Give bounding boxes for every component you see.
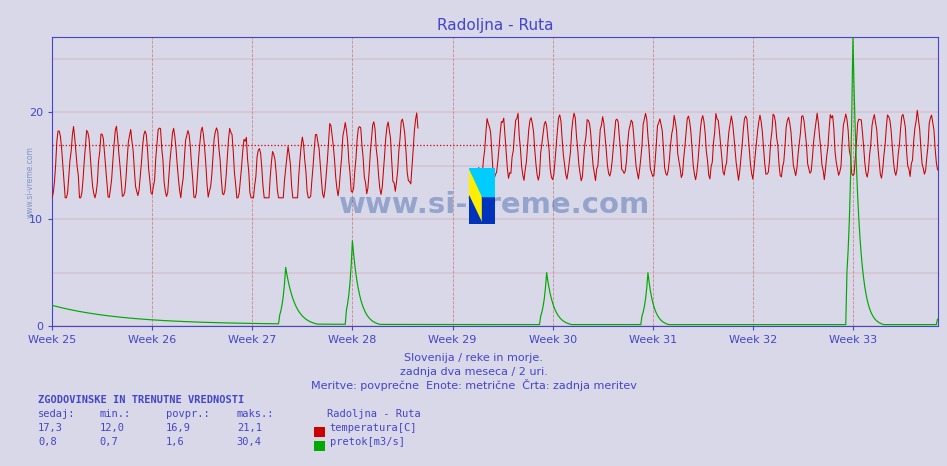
- Bar: [482, 196, 495, 224]
- Text: 16,9: 16,9: [166, 423, 190, 433]
- Text: 21,1: 21,1: [237, 423, 261, 433]
- Text: maks.:: maks.:: [237, 409, 275, 419]
- Polygon shape: [469, 196, 482, 224]
- Text: ZGODOVINSKE IN TRENUTNE VREDNOSTI: ZGODOVINSKE IN TRENUTNE VREDNOSTI: [38, 395, 244, 405]
- Text: pretok[m3/s]: pretok[m3/s]: [330, 437, 404, 447]
- Text: Meritve: povprečne  Enote: metrične  Črta: zadnja meritev: Meritve: povprečne Enote: metrične Črta:…: [311, 379, 636, 391]
- Bar: [469, 168, 482, 224]
- Text: www.si-vreme.com: www.si-vreme.com: [339, 191, 651, 219]
- Text: povpr.:: povpr.:: [166, 409, 209, 419]
- Text: sedaj:: sedaj:: [38, 409, 76, 419]
- Text: www.si-vreme.com: www.si-vreme.com: [26, 146, 34, 218]
- Text: temperatura[C]: temperatura[C]: [330, 423, 417, 433]
- Text: Slovenija / reke in morje.: Slovenija / reke in morje.: [404, 353, 543, 363]
- Text: Radoljna - Ruta: Radoljna - Ruta: [327, 409, 420, 419]
- Text: min.:: min.:: [99, 409, 131, 419]
- Text: 1,6: 1,6: [166, 437, 185, 447]
- Text: 12,0: 12,0: [99, 423, 124, 433]
- Text: 0,8: 0,8: [38, 437, 57, 447]
- Text: 0,7: 0,7: [99, 437, 118, 447]
- Text: zadnja dva meseca / 2 uri.: zadnja dva meseca / 2 uri.: [400, 367, 547, 377]
- Text: 17,3: 17,3: [38, 423, 63, 433]
- Text: 30,4: 30,4: [237, 437, 261, 447]
- Title: Radoljna - Ruta: Radoljna - Ruta: [437, 18, 553, 34]
- Bar: [482, 168, 495, 196]
- Polygon shape: [469, 168, 482, 196]
